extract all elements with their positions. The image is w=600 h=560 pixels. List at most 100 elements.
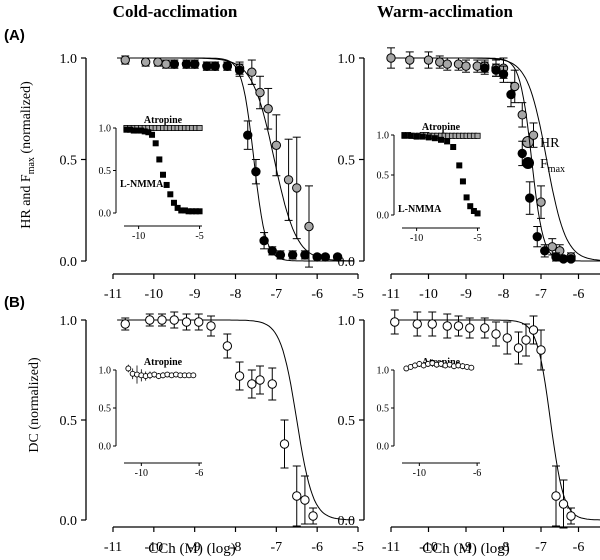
data-point-fmax <box>259 236 269 246</box>
data-point-fmax <box>532 231 542 242</box>
data-point-dc <box>300 495 310 505</box>
data-point-dc <box>157 315 167 325</box>
panel-label-a: (A) <box>4 27 25 44</box>
data-point-hr <box>283 175 294 185</box>
x-tick-label: -6 <box>573 540 585 555</box>
y-tick-label: 0.0 <box>60 255 78 270</box>
data-point-fmax <box>222 61 233 71</box>
data-point-dc <box>222 341 233 351</box>
data-point-fmax <box>202 61 212 71</box>
data-point-hr <box>255 87 265 98</box>
x-tick-label: -6 <box>311 287 323 302</box>
x-tick-label: -6 <box>311 540 323 555</box>
inset-point-l-nmma <box>444 138 451 145</box>
y-tick-label: 0.0 <box>338 514 356 529</box>
data-point-dc <box>551 491 561 501</box>
data-point-dc <box>247 379 257 389</box>
x-tick-label: -11 <box>382 540 400 555</box>
y-tick-label: 1.0 <box>338 52 356 67</box>
y-tick-label: 0.5 <box>60 154 78 169</box>
inset-point-l-nmma <box>456 162 463 169</box>
x-tick-label: -10 <box>144 287 163 302</box>
inset-x-tick-label: -10 <box>135 468 148 479</box>
data-point-dc <box>194 317 204 327</box>
y-tick-label: 1.0 <box>60 314 78 329</box>
x-tick-label: -10 <box>419 540 438 555</box>
data-point-dc <box>491 329 501 339</box>
inset-point-l-nmma <box>170 199 177 206</box>
x-tick-label: -10 <box>144 540 163 555</box>
inset-point-l-nmma <box>413 133 420 140</box>
data-point-dc <box>480 323 490 333</box>
inset-point-l-nmma <box>474 210 481 217</box>
data-point-dc <box>453 321 464 331</box>
data-point-hr <box>140 57 151 67</box>
x-tick-label: -7 <box>270 540 282 555</box>
x-axis-label-cold: CCh (M) (log) <box>148 541 236 557</box>
inset-y-tick-label: 1.0 <box>99 124 112 135</box>
data-point-hr <box>442 59 452 69</box>
inset-x-tick-label: -10 <box>413 468 426 479</box>
data-point-hr <box>528 130 539 140</box>
y-axis-label-b: DC (normalized) <box>27 357 42 453</box>
inset-B-cold: 0.0 0.5 1.0 -10 -6 Atropine <box>99 354 212 479</box>
inset-annotation-lnmma: L-NMMA <box>120 179 164 190</box>
data-point-dc <box>267 379 277 389</box>
panel-A-cold: 0.0 0.5 1.0 -11 -10 -9 -8 -7 -6 -5 0.0 0.5 1.0 -10 -5 A… <box>60 52 364 302</box>
inset-point-l-nmma <box>407 132 414 139</box>
y-tick-label: 1.0 <box>338 314 356 329</box>
inset-y-tick-label: 0.0 <box>377 211 390 222</box>
data-point-dc <box>279 439 290 449</box>
data-point-dc <box>206 321 216 331</box>
data-point-dc <box>536 345 546 355</box>
data-point-dc <box>558 499 569 509</box>
inset-x-tick-label: -10 <box>132 231 145 242</box>
inset-title-atropine: Atropine <box>144 115 183 126</box>
x-tick-label: -8 <box>230 540 242 555</box>
data-point-fmax <box>267 246 277 256</box>
data-point-dc <box>255 375 265 385</box>
data-point-fmax <box>210 61 220 71</box>
x-tick-label: -11 <box>382 287 400 302</box>
inset-point-l-nmma <box>459 178 466 185</box>
x-tick-label: -5 <box>352 540 364 555</box>
data-point-dc <box>566 511 576 521</box>
x-tick-label: -11 <box>104 287 122 302</box>
data-point-dc <box>427 319 437 329</box>
data-point-hr <box>120 55 130 65</box>
data-point-fmax <box>498 69 509 79</box>
x-tick-label: -11 <box>104 540 122 555</box>
inset-point-l-nmma <box>450 143 457 150</box>
inset-point-atropine <box>190 372 197 379</box>
data-point-dc <box>502 333 512 343</box>
inset-y-tick-label: 0.5 <box>377 404 390 415</box>
inset-y-tick-label: 0.5 <box>377 171 390 182</box>
inset-A-cold: 0.0 0.5 1.0 -10 -5 Atropine L-NMMA <box>99 112 212 242</box>
y-tick-label: 0.0 <box>60 514 78 529</box>
data-point-hr <box>536 197 546 207</box>
data-point-fmax <box>320 252 331 262</box>
y-axis-label-a: HR and Fmax (normalized) <box>19 81 37 229</box>
inset-point-l-nmma <box>156 156 163 163</box>
data-point-fmax <box>506 89 516 100</box>
data-point-fmax <box>312 252 322 262</box>
x-tick-label: -8 <box>498 287 510 302</box>
x-tick-label: -8 <box>230 287 242 302</box>
inset-y-tick-label: 0.5 <box>99 404 112 415</box>
x-tick-label: -9 <box>189 287 201 302</box>
data-point-fmax <box>525 193 535 203</box>
data-point-dc <box>234 371 245 381</box>
data-point-fmax <box>491 65 501 75</box>
y-tick-label: 1.0 <box>60 52 78 67</box>
data-point-dc <box>169 315 179 325</box>
inset-y-tick-label: 0.0 <box>99 442 112 453</box>
data-point-hr <box>423 55 434 65</box>
data-point-fmax <box>540 246 550 256</box>
inset-point-l-nmma <box>167 191 174 198</box>
panel-label-b: (B) <box>4 294 25 311</box>
data-point-fmax <box>251 166 261 177</box>
data-point-fmax <box>181 59 192 69</box>
data-point-fmax <box>300 250 310 260</box>
